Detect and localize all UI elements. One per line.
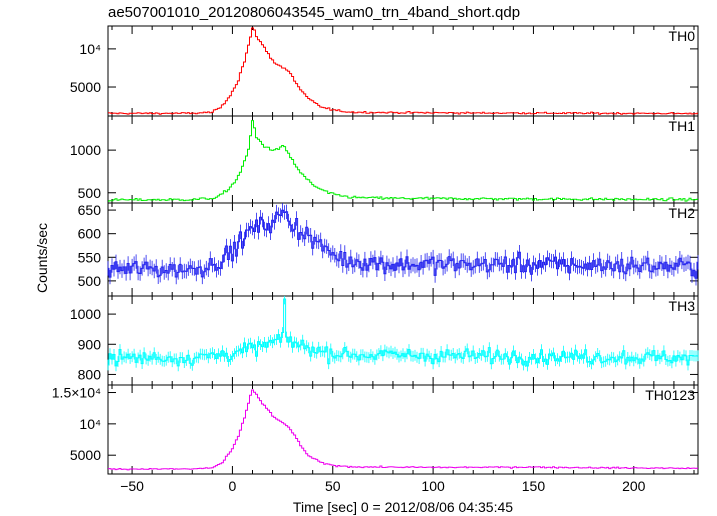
panel-frame-th2 — [107, 202, 699, 297]
series-line-th1 — [108, 120, 698, 202]
panel-frame-th0 — [107, 25, 699, 117]
y-tick-label: 800 — [78, 366, 102, 382]
panel-label-th0123: TH0123 — [645, 387, 695, 403]
y-tick-label: 500 — [78, 273, 102, 289]
y-tick-label: 1000 — [70, 142, 101, 158]
panel-frame-th0123 — [107, 384, 699, 475]
series-line-th0 — [108, 27, 698, 115]
series-errorbars-th2 — [107, 203, 699, 286]
y-tick-label: 5000 — [70, 79, 101, 95]
x-tick-label: 150 — [522, 478, 546, 494]
y-tick-label: 650 — [78, 202, 102, 218]
y-tick-label: 10⁴ — [79, 416, 101, 432]
panel-frame-th3 — [107, 295, 699, 386]
chart-title: ae507001010_20120806043545_wam0_trn_4ban… — [108, 4, 521, 21]
x-axis-label: Time [sec] 0 = 2012/08/06 04:35:45 — [293, 499, 513, 515]
x-tick-label: 0 — [229, 478, 237, 494]
x-tick-label: −50 — [120, 478, 144, 494]
panel-label-th3: TH3 — [669, 298, 696, 314]
panel-label-th2: TH2 — [669, 205, 696, 221]
y-axis-label: Counts/sec — [34, 223, 50, 293]
panel-frame-th1 — [107, 115, 699, 204]
x-tick-label: 200 — [622, 478, 646, 494]
y-tick-label: 550 — [78, 249, 102, 265]
y-tick-label: 10⁴ — [79, 41, 101, 57]
y-tick-label: 500 — [78, 185, 102, 201]
y-tick-label: 5000 — [70, 447, 101, 463]
x-tick-label: 50 — [325, 478, 341, 494]
series-line-th2 — [108, 209, 698, 279]
y-tick-label: 1.5×10⁴ — [52, 385, 101, 401]
y-tick-label: 900 — [78, 336, 102, 352]
series-line-th3 — [108, 298, 698, 367]
panel-label-th0: TH0 — [669, 28, 696, 44]
x-tick-label: 100 — [421, 478, 445, 494]
series-line-th0123 — [108, 389, 698, 471]
y-tick-label: 1000 — [70, 306, 101, 322]
panel-label-th1: TH1 — [669, 118, 696, 134]
y-tick-label: 600 — [78, 226, 102, 242]
